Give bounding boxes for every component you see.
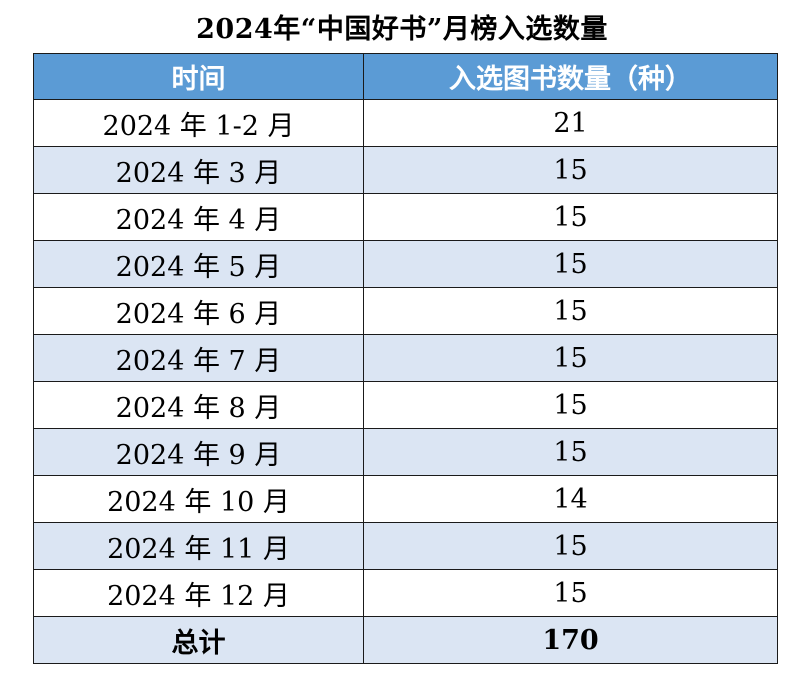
table-row: 2024 年 10 月 14 bbox=[33, 475, 778, 523]
period-cell: 2024 年 11 月 bbox=[33, 522, 364, 570]
period-cell: 2024 年 8 月 bbox=[33, 381, 364, 429]
count-cell: 15 bbox=[363, 334, 778, 382]
period-cell: 2024 年 10 月 bbox=[33, 475, 364, 523]
count-cell: 15 bbox=[363, 287, 778, 335]
table-row: 2024 年 4 月 15 bbox=[33, 193, 778, 241]
table-row: 2024 年 1-2 月 21 bbox=[33, 99, 778, 147]
count-cell: 15 bbox=[363, 193, 778, 241]
table-row: 2024 年 6 月 15 bbox=[33, 287, 778, 335]
period-cell: 2024 年 9 月 bbox=[33, 428, 364, 476]
total-label-cell: 总计 bbox=[33, 616, 364, 664]
period-cell: 2024 年 5 月 bbox=[33, 240, 364, 288]
count-cell: 15 bbox=[363, 146, 778, 194]
table-title: 2024年“中国好书”月榜入选数量 bbox=[196, 14, 608, 45]
table-row: 2024 年 12 月 15 bbox=[33, 569, 778, 617]
total-row: 总计 170 bbox=[33, 616, 778, 664]
period-cell: 2024 年 7 月 bbox=[33, 334, 364, 382]
table-row: 2024 年 7 月 15 bbox=[33, 334, 778, 382]
period-cell: 2024 年 12 月 bbox=[33, 569, 364, 617]
column-header-period: 时间 bbox=[33, 53, 364, 100]
count-cell: 15 bbox=[363, 381, 778, 429]
table-row: 2024 年 8 月 15 bbox=[33, 381, 778, 429]
period-cell: 2024 年 3 月 bbox=[33, 146, 364, 194]
table-row: 2024 年 9 月 15 bbox=[33, 428, 778, 476]
total-count-cell: 170 bbox=[363, 616, 778, 664]
column-header-count: 入选图书数量（种） bbox=[363, 53, 778, 100]
period-cell: 2024 年 6 月 bbox=[33, 287, 364, 335]
table-row: 2024 年 3 月 15 bbox=[33, 146, 778, 194]
count-cell: 14 bbox=[363, 475, 778, 523]
table-header-row: 时间 入选图书数量（种） bbox=[33, 53, 778, 100]
monthly-selection-table: 时间 入选图书数量（种） 2024 年 1-2 月 21 2024 年 3 月 … bbox=[33, 53, 778, 664]
count-cell: 15 bbox=[363, 522, 778, 570]
count-cell: 15 bbox=[363, 428, 778, 476]
period-cell: 2024 年 4 月 bbox=[33, 193, 364, 241]
table-row: 2024 年 11 月 15 bbox=[33, 522, 778, 570]
count-cell: 21 bbox=[363, 99, 778, 147]
period-cell: 2024 年 1-2 月 bbox=[33, 99, 364, 147]
count-cell: 15 bbox=[363, 569, 778, 617]
count-cell: 15 bbox=[363, 240, 778, 288]
table-row: 2024 年 5 月 15 bbox=[33, 240, 778, 288]
